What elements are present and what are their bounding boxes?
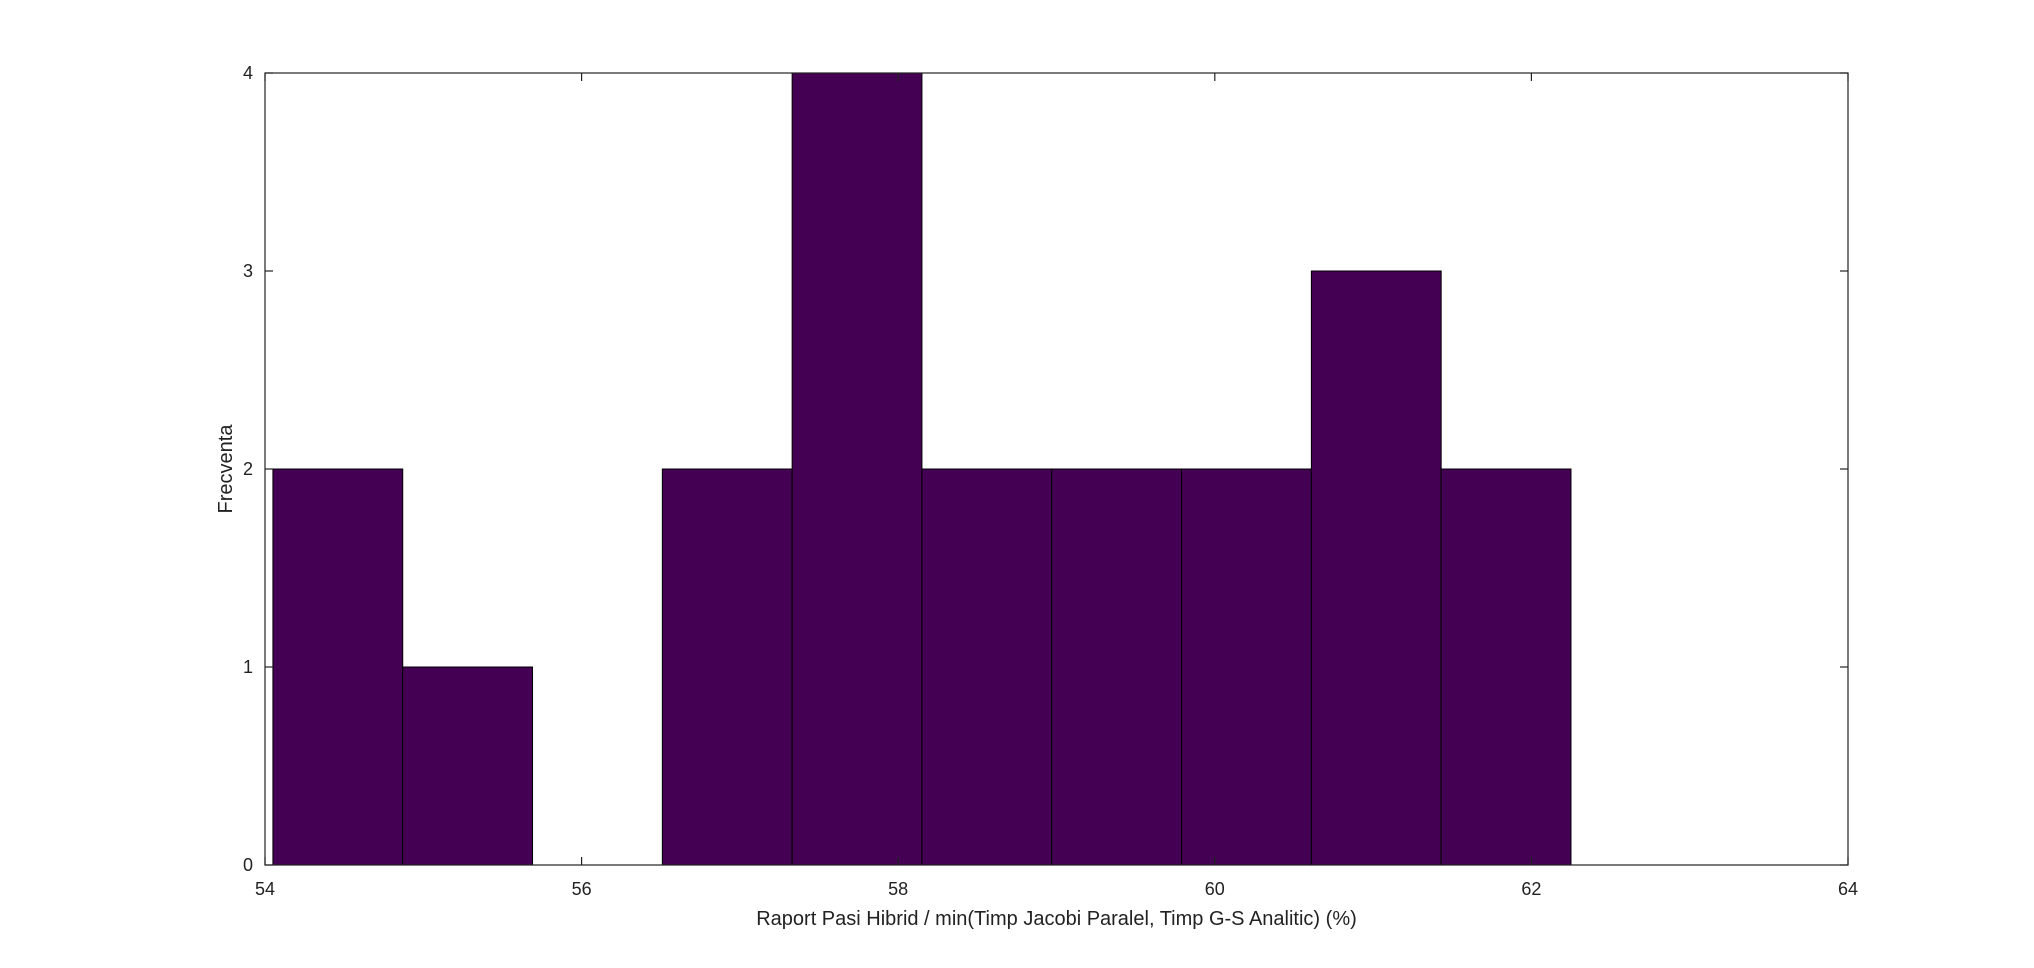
histogram-bar bbox=[921, 468, 1053, 866]
x-tick-label: 60 bbox=[1205, 879, 1225, 899]
x-tick-label: 62 bbox=[1521, 879, 1541, 899]
histogram-bar bbox=[791, 72, 923, 866]
y-tick-label: 3 bbox=[243, 261, 253, 281]
y-tick-label: 0 bbox=[243, 855, 253, 875]
y-tick-label: 2 bbox=[243, 459, 253, 479]
histogram-bar bbox=[1310, 270, 1442, 866]
bars-group bbox=[272, 72, 1572, 866]
x-tick-label: 58 bbox=[888, 879, 908, 899]
x-axis-label: Raport Pasi Hibrid / min(Timp Jacobi Par… bbox=[756, 908, 1357, 930]
y-tick-label: 4 bbox=[243, 63, 253, 83]
histogram-bar bbox=[1181, 468, 1312, 866]
y-axis-label: Frecventa bbox=[215, 424, 237, 514]
ticks-group: 54 56 58 60 62 64 0 1 2 3 4 bbox=[243, 63, 1858, 899]
histogram-bar bbox=[272, 468, 404, 866]
histogram-bar bbox=[661, 468, 793, 866]
histogram-bar bbox=[1051, 468, 1183, 866]
y-tick-label: 1 bbox=[243, 657, 253, 677]
histogram-bar bbox=[1440, 468, 1572, 866]
histogram-bar bbox=[402, 666, 534, 866]
x-tick-label: 56 bbox=[572, 879, 592, 899]
x-tick-label: 64 bbox=[1838, 879, 1858, 899]
x-tick-label: 54 bbox=[255, 879, 275, 899]
